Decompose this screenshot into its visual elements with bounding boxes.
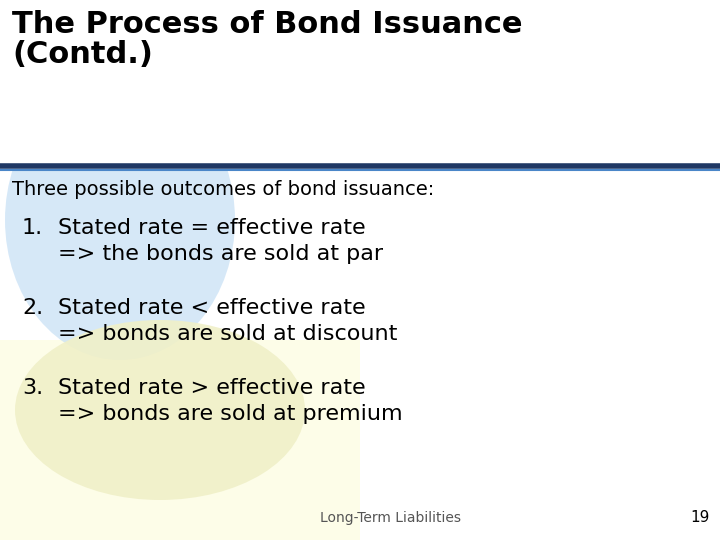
Ellipse shape [15, 320, 305, 500]
Text: Long-Term Liabilities: Long-Term Liabilities [320, 511, 461, 525]
Ellipse shape [5, 80, 235, 360]
Text: Stated rate = effective rate: Stated rate = effective rate [58, 218, 366, 238]
Text: => bonds are sold at premium: => bonds are sold at premium [58, 404, 402, 424]
Text: Stated rate > effective rate: Stated rate > effective rate [58, 378, 366, 398]
Text: 2.: 2. [22, 298, 43, 318]
Text: Three possible outcomes of bond issuance:: Three possible outcomes of bond issuance… [12, 180, 434, 199]
Text: (Contd.): (Contd.) [12, 40, 153, 69]
Text: 19: 19 [690, 510, 710, 525]
Text: 3.: 3. [22, 378, 43, 398]
Text: The Process of Bond Issuance: The Process of Bond Issuance [12, 10, 523, 39]
Text: Stated rate < effective rate: Stated rate < effective rate [58, 298, 366, 318]
Bar [0, 340, 360, 540]
Bar [0, 0, 720, 170]
Text: 1.: 1. [22, 218, 43, 238]
Text: => bonds are sold at discount: => bonds are sold at discount [58, 324, 397, 344]
Text: => the bonds are sold at par: => the bonds are sold at par [58, 244, 383, 264]
